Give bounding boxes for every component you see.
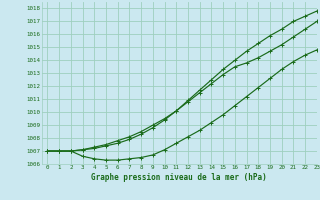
X-axis label: Graphe pression niveau de la mer (hPa): Graphe pression niveau de la mer (hPa) <box>91 173 267 182</box>
